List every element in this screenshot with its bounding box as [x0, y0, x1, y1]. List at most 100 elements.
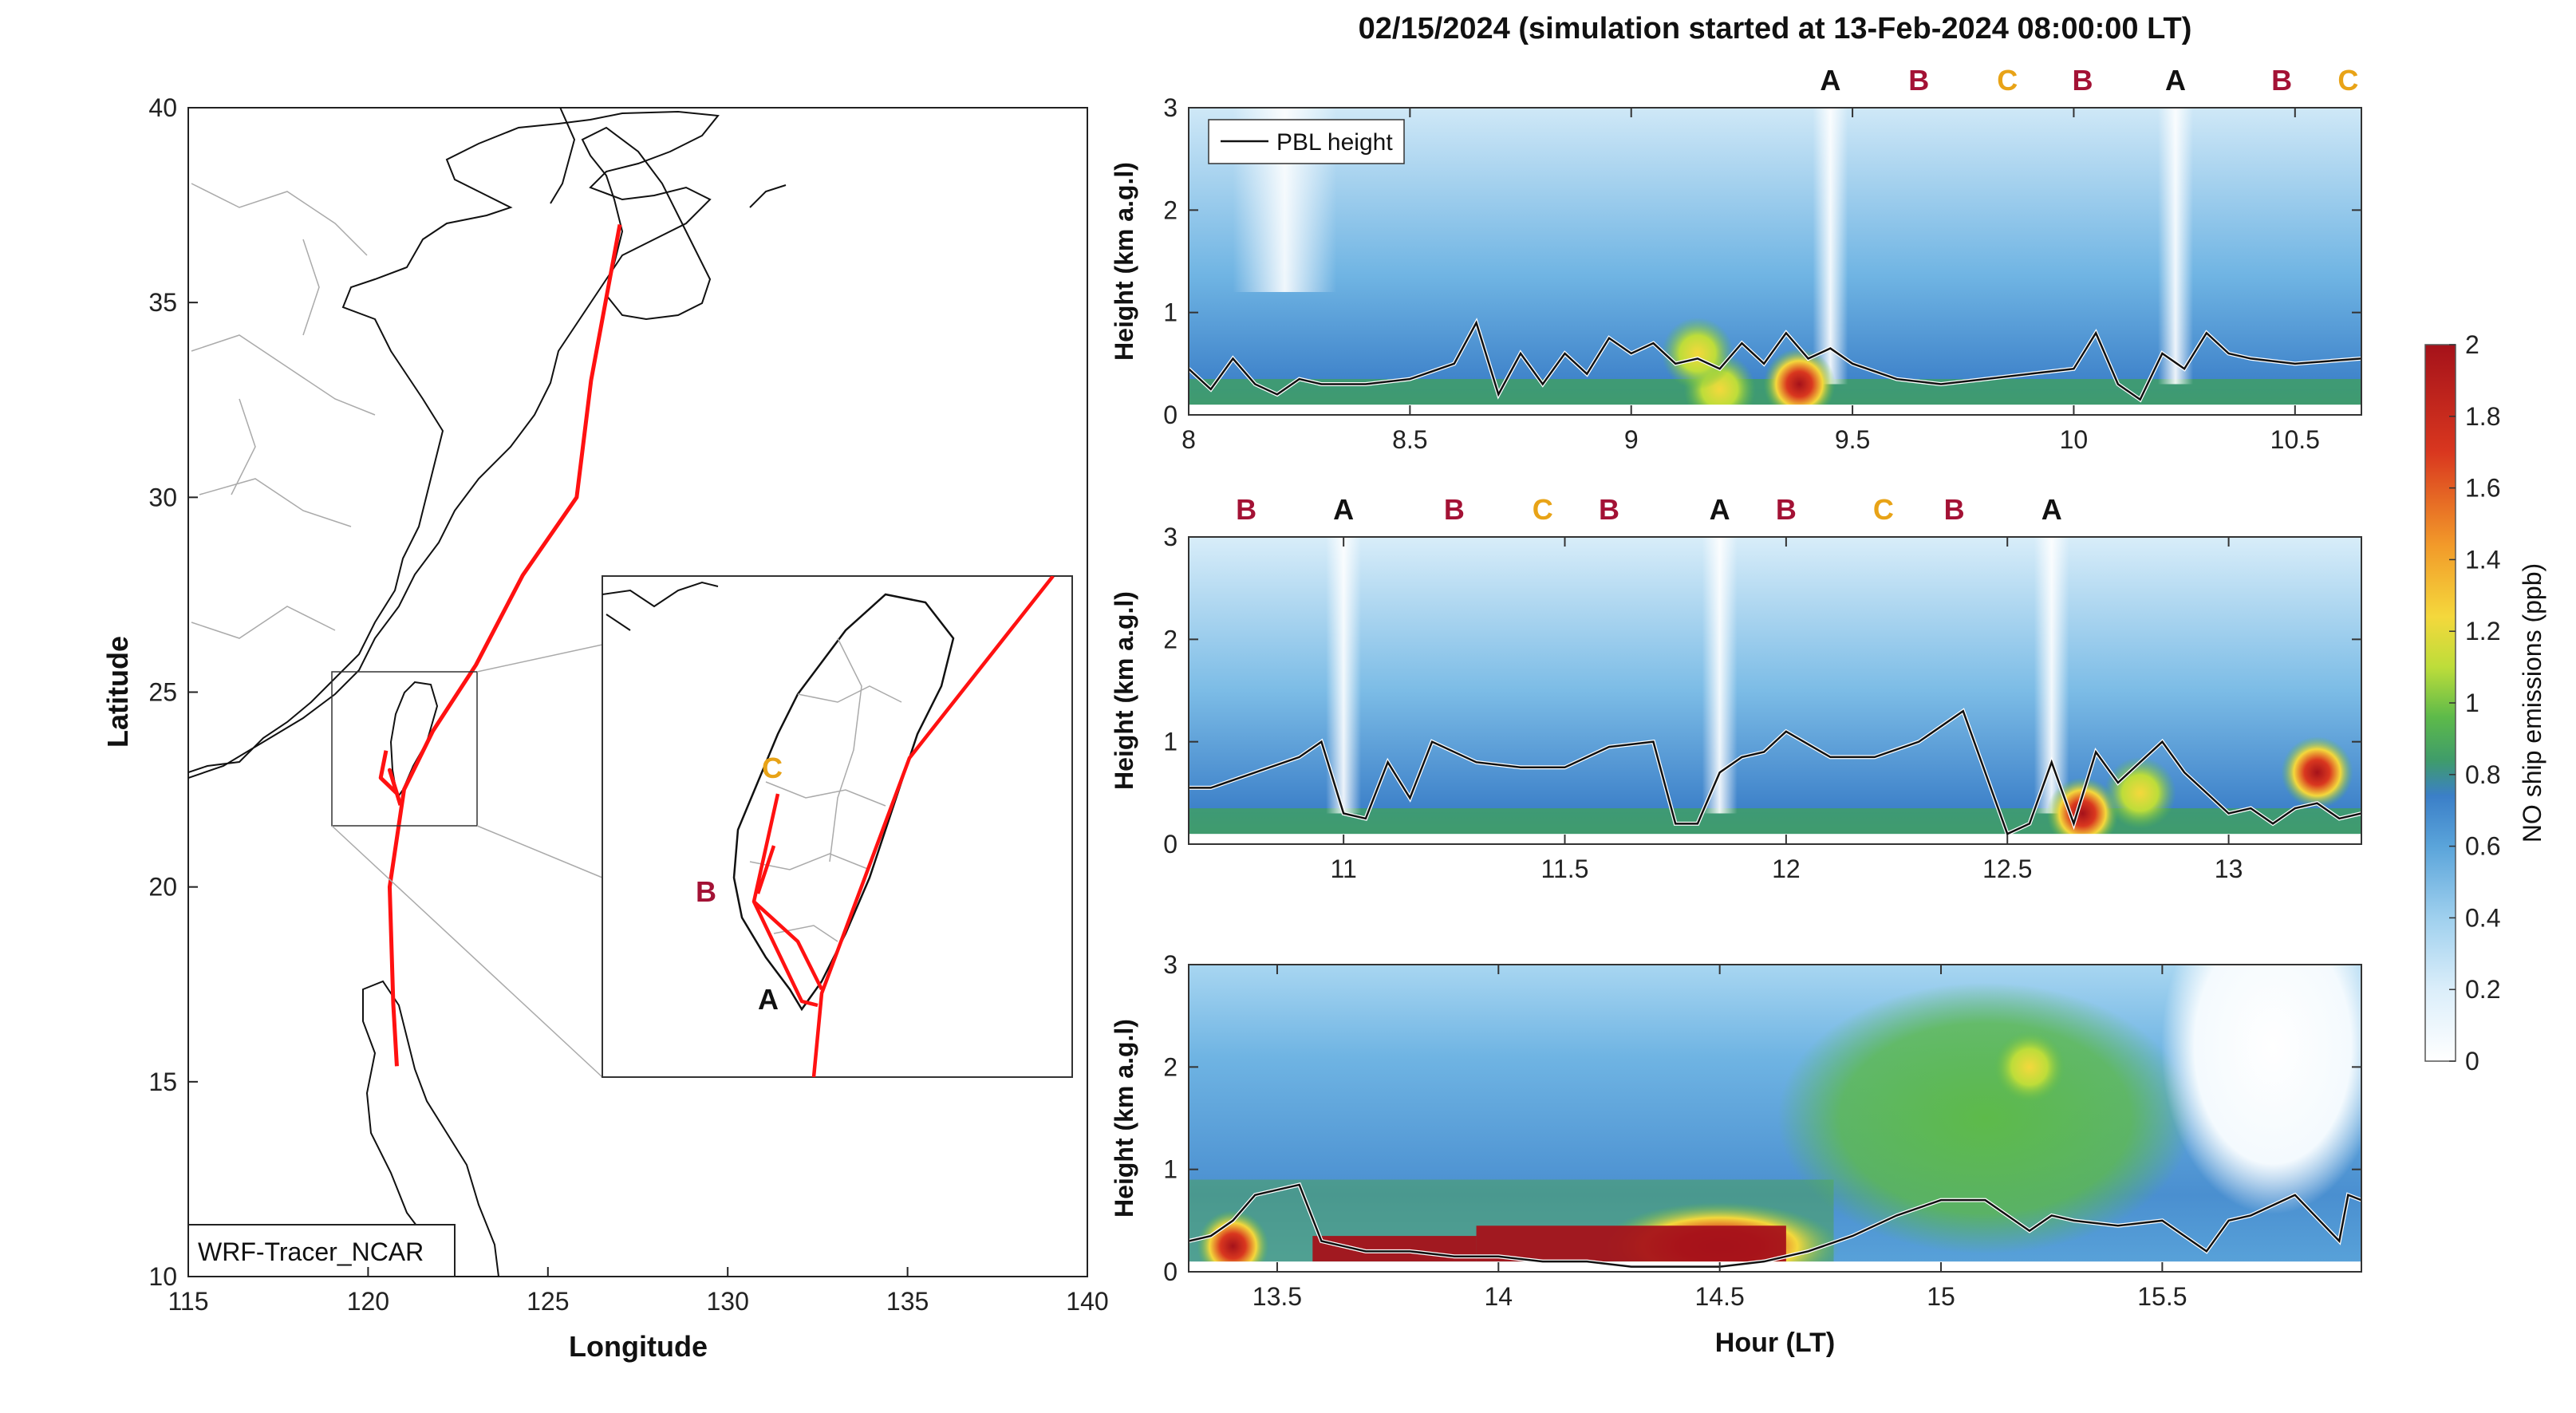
location-label-b: B	[1944, 493, 1965, 526]
below-grid	[1189, 1261, 2361, 1272]
location-label-b: B	[1908, 64, 1929, 97]
emission-hotspot	[2104, 756, 2176, 829]
y-tick-label: 2	[1163, 625, 1178, 653]
location-label-a: A	[2165, 64, 2186, 97]
colorbar-tick-label: 1.4	[2465, 545, 2500, 574]
clean-air-column	[1813, 108, 1848, 385]
model-label: WRF-Tracer_NCAR	[198, 1237, 424, 1266]
map-panel: C B A WRF-Tracer_NCAR 115 120 125 130 135 140…	[101, 93, 1109, 1363]
panel-frame	[1188, 107, 2362, 416]
legend-label: PBL height	[1276, 129, 1393, 156]
location-label-a: A	[2041, 493, 2062, 526]
x-tick-label: 10.5	[2270, 425, 2320, 454]
map-x-tick-label: 140	[1066, 1287, 1108, 1316]
emission-band	[1476, 1226, 1786, 1262]
colorbar: 0 0.2 0.4 0.6 0.8 1 1.2 1.4 1.6 1.8 2 NO ship emis…	[2424, 330, 2546, 1076]
clean-air-column	[2034, 537, 2069, 814]
emission-hotspot	[1763, 348, 1836, 415]
emission-hotspot	[2281, 736, 2353, 809]
x-tick-label: 14.5	[1695, 1282, 1745, 1311]
ship-track-taiwan	[378, 750, 403, 806]
y-axis-label: Height (km a.g.l)	[1110, 162, 1138, 361]
inset-label-c: C	[762, 752, 783, 784]
panel-frame	[1188, 964, 2362, 1273]
y-tick-label: 1	[1163, 1155, 1178, 1184]
x-tick-label: 11.5	[1541, 855, 1589, 883]
coastline-korea	[581, 126, 712, 321]
map-xlabel: Longitude	[569, 1330, 708, 1363]
inset-track	[751, 576, 1055, 1077]
below-grid	[1189, 405, 2361, 415]
colorbar-tick-label: 1	[2465, 689, 2479, 717]
location-label-c: C	[1873, 493, 1894, 526]
panel-field	[1189, 108, 2361, 415]
emission-hotspot	[1993, 1031, 2065, 1103]
location-label-b: B	[1599, 493, 1619, 526]
clean-air-column	[2158, 108, 2194, 385]
x-axis-label: Hour (LT)	[1715, 1328, 1835, 1358]
map-y-tick-label: 15	[148, 1068, 177, 1096]
clean-air-column	[1702, 537, 1738, 814]
y-tick-label: 0	[1163, 830, 1178, 858]
below-grid	[1189, 834, 2361, 844]
x-tick-label: 8	[1181, 425, 1196, 454]
coastline-taiwan	[389, 681, 439, 800]
x-tick-label: 13.5	[1252, 1282, 1302, 1311]
y-tick-label: 3	[1163, 523, 1178, 551]
map-y-tick-label: 30	[148, 483, 177, 511]
map-x-tick-label: 115	[168, 1287, 208, 1316]
concentration-field	[1189, 537, 2361, 844]
x-tick-label: 10	[2060, 425, 2089, 454]
location-label-a: A	[1710, 493, 1730, 526]
map-y-tick-label: 20	[148, 873, 177, 902]
heatmap-panel-1: 8 8.5 9 9.5 10 10.5 0 1 2 3 Height (km a.g.l) A B C B A…	[1110, 64, 2362, 454]
map-x-tick-label: 120	[347, 1287, 389, 1316]
zoom-connector	[476, 825, 603, 878]
map-y-tick-label: 10	[148, 1262, 177, 1291]
colorbar-ticks: 0 0.2 0.4 0.6 0.8 1 1.2 1.4 1.6 1.8 2	[2449, 330, 2500, 1076]
coastline-japan	[550, 108, 787, 208]
zoom-connector	[476, 644, 603, 673]
y-tick-label: 3	[1163, 93, 1178, 122]
pbl-height-line	[1189, 1183, 2361, 1268]
colorbar-label: NO ship emissions (ppb)	[2518, 563, 2546, 843]
panel-field	[1189, 965, 2361, 1272]
inset-label-a: A	[758, 983, 779, 1016]
location-label-b: B	[1776, 493, 1797, 526]
colorbar-tick-label: 0.8	[2465, 760, 2500, 789]
map-y-tick-label: 40	[148, 93, 177, 122]
inset-map: C B A	[602, 575, 1073, 1078]
x-tick-label: 12	[1772, 855, 1801, 883]
colorbar-tick-label: 0.4	[2465, 903, 2500, 932]
panel-field	[1189, 537, 2361, 844]
pbl-height-line	[1189, 320, 2361, 401]
y-tick-label: 2	[1163, 195, 1178, 224]
colorbar-tick-label: 2	[2465, 330, 2479, 359]
emission-hotspot	[1661, 318, 1734, 389]
colorbar-tick-label: 0.6	[2465, 832, 2500, 861]
inset-taiwan-outline	[732, 593, 955, 1012]
location-label-b: B	[1236, 493, 1256, 526]
x-tick-label: 8.5	[1392, 425, 1427, 454]
inset-borders	[749, 637, 902, 942]
figure-title: 02/15/2024 (simulation started at 13-Feb…	[1359, 12, 2192, 45]
coastline-luzon	[362, 980, 500, 1277]
clean-air-column	[1326, 537, 1362, 814]
colorbar-tick-label: 1.8	[2465, 402, 2500, 431]
x-tick-label: 11	[1331, 855, 1357, 883]
location-label-c: C	[2337, 64, 2358, 97]
zoom-box	[331, 671, 478, 827]
map-x-ticks: 115 120 125 130 135 140	[168, 1267, 1109, 1316]
colorbar-tick-label: 0	[2465, 1047, 2479, 1076]
zoom-connector	[331, 825, 603, 1078]
y-tick-label: 2	[1163, 1052, 1178, 1081]
y-tick-label: 0	[1163, 401, 1178, 429]
map-x-tick-label: 125	[527, 1287, 569, 1316]
province-borders	[191, 183, 376, 639]
x-tick-label: 13	[2215, 855, 2243, 883]
x-tick-label: 15.5	[2137, 1282, 2187, 1311]
location-label-a: A	[1333, 493, 1354, 526]
x-tick-label: 15	[1927, 1282, 1955, 1311]
